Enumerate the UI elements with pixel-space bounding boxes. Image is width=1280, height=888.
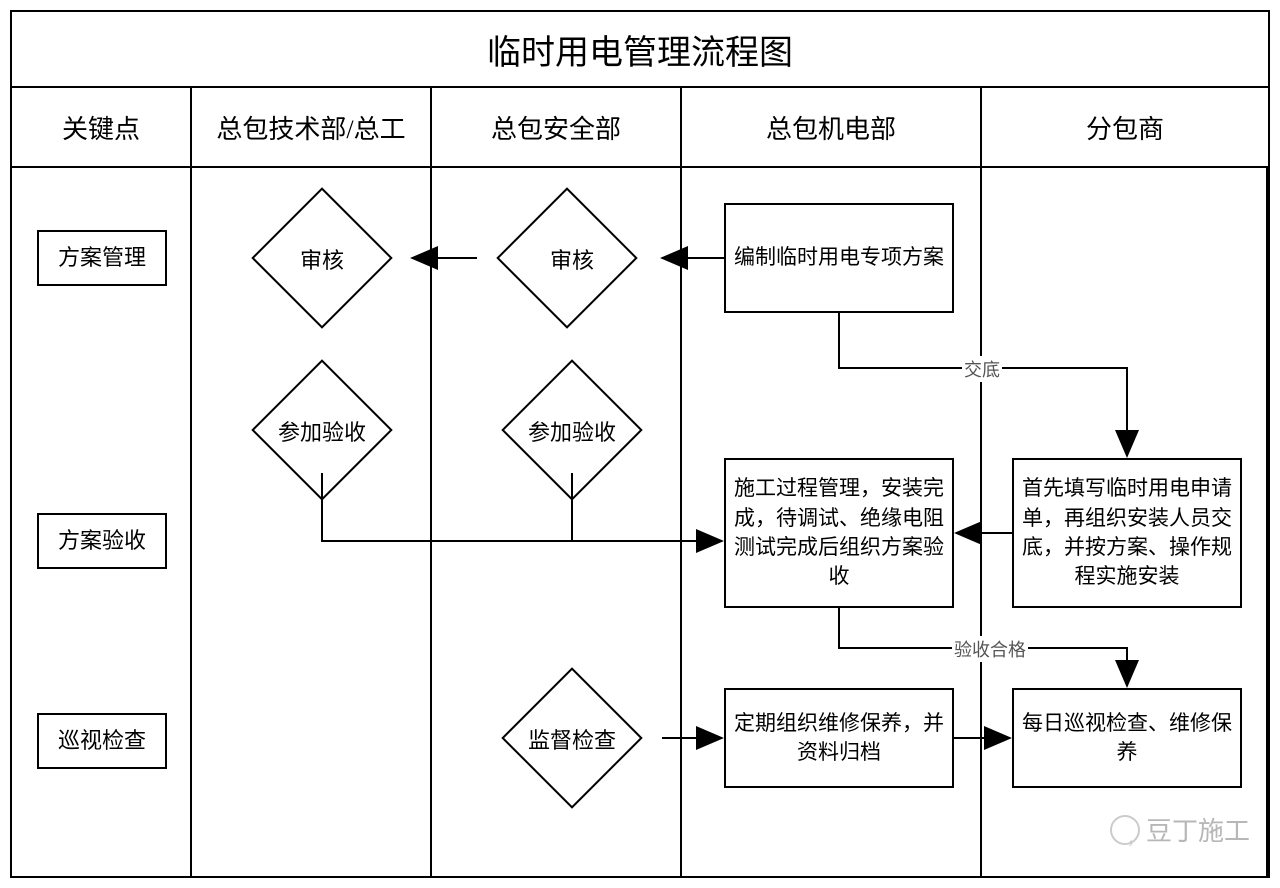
header-mep: 总包机电部 [682, 88, 982, 166]
keypoint-acceptance: 方案验收 [37, 513, 167, 569]
keypoint-inspection: 巡视检查 [37, 713, 167, 769]
watermark-text: 豆丁施工 [1146, 811, 1250, 848]
diamond-safety-review-label: 审核 [487, 216, 657, 301]
diamond-supervise-label: 监督检查 [487, 696, 657, 781]
watermark: 豆丁施工 [1110, 811, 1250, 848]
node-daily-inspect: 每日巡视检查、维修保养 [1012, 688, 1242, 788]
header-tech: 总包技术部/总工 [192, 88, 432, 166]
header-safety: 总包安全部 [432, 88, 682, 166]
node-draft-plan: 编制临时用电专项方案 [724, 203, 954, 313]
diamond-tech-accept-label: 参加验收 [237, 388, 407, 473]
wechat-icon [1110, 815, 1140, 845]
swimlane-header: 关键点 总包技术部/总工 总包安全部 总包机电部 分包商 [12, 88, 1268, 168]
node-maintenance: 定期组织维修保养，并资料归档 [724, 688, 954, 788]
node-process-accept: 施工过程管理，安装完成，待调试、绝缘电阻测试完成后组织方案验收 [724, 458, 954, 608]
header-subcon: 分包商 [982, 88, 1268, 166]
swimlane-body: 方案管理 方案验收 巡视检查 编制临时用电专项方案 施工过程管理，安装完成，待调… [12, 168, 1268, 876]
chart-title: 临时用电管理流程图 [12, 12, 1268, 88]
node-sub-application: 首先填写临时用电申请单，再组织安装人员交底，并按方案、操作规程实施安装 [1012, 458, 1242, 608]
diamond-tech-review-label: 审核 [237, 216, 407, 301]
edge-label-jiaodi: 交底 [962, 356, 1002, 382]
diamond-safety-accept-label: 参加验收 [487, 388, 657, 473]
header-keypoint: 关键点 [12, 88, 192, 166]
edge-label-pass: 验收合格 [952, 636, 1028, 662]
flowchart-frame: 临时用电管理流程图 关键点 总包技术部/总工 总包安全部 总包机电部 分包商 方… [10, 10, 1270, 878]
keypoint-plan-mgmt: 方案管理 [37, 230, 167, 286]
